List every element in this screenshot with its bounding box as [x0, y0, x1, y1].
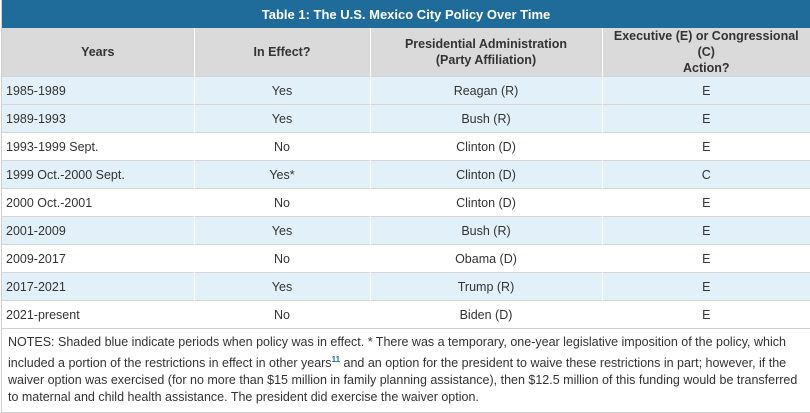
cell-action: E: [602, 244, 810, 273]
cell-action: E: [602, 76, 810, 105]
table-row: 1999 Oct.-2000 Sept. Yes* Clinton (D) C: [2, 160, 810, 189]
header-years: Years: [2, 28, 195, 77]
header-action-label: Executive (E) or Congressional (C) Action…: [613, 29, 799, 75]
table-row: 2001-2009 Yes Bush (R) E: [2, 216, 810, 245]
notes-text-part1: NOTES: Shaded blue indicate periods when…: [8, 335, 786, 371]
cell-administration: Bush (R): [370, 104, 603, 133]
footnote-link[interactable]: 11: [331, 355, 341, 364]
cell-years: 2017-2021: [2, 272, 195, 301]
cell-administration: Clinton (D): [370, 132, 603, 161]
cell-years: 2009-2017: [2, 244, 195, 273]
cell-administration: Biden (D): [370, 300, 603, 328]
cell-administration: Trump (R): [370, 272, 603, 301]
table-row: 2021-present No Biden (D) E: [2, 300, 810, 328]
table-body: 1985-1989 Yes Reagan (R) E 1989-1993 Yes Bush …: [2, 76, 810, 328]
header-action: Executive (E) or Congressional (C) Action…: [602, 28, 810, 77]
cell-years: 1993-1999 Sept.: [2, 132, 195, 161]
header-administration: Presidential Administration (Party Affili…: [370, 28, 603, 77]
cell-administration: Reagan (R): [370, 76, 603, 105]
cell-in-effect: No: [194, 300, 371, 328]
cell-in-effect: Yes: [194, 76, 371, 105]
cell-administration: Obama (D): [370, 244, 603, 273]
cell-action: C: [602, 160, 810, 189]
table-row: 1989-1993 Yes Bush (R) E: [2, 104, 810, 133]
cell-years: 1985-1989: [2, 76, 195, 105]
cell-years: 1999 Oct.-2000 Sept.: [2, 160, 195, 189]
cell-in-effect: No: [194, 132, 371, 161]
table-notes: NOTES: Shaded blue indicate periods when…: [2, 328, 810, 412]
cell-action: E: [602, 216, 810, 245]
cell-in-effect: Yes*: [194, 160, 371, 189]
table-row: 1993-1999 Sept. No Clinton (D) E: [2, 132, 810, 161]
header-administration-label: Presidential Administration (Party Affili…: [404, 37, 568, 67]
cell-administration: Clinton (D): [370, 160, 603, 189]
cell-years: 2021-present: [2, 300, 195, 328]
cell-in-effect: Yes: [194, 272, 371, 301]
header-in-effect: In Effect?: [194, 28, 371, 77]
cell-years: 2001-2009: [2, 216, 195, 245]
cell-administration: Clinton (D): [370, 188, 603, 217]
cell-years: 2000 Oct.-2001: [2, 188, 195, 217]
table-row: 2017-2021 Yes Trump (R) E: [2, 272, 810, 301]
cell-in-effect: No: [194, 244, 371, 273]
cell-action: E: [602, 300, 810, 328]
cell-action: E: [602, 104, 810, 133]
cell-in-effect: No: [194, 188, 371, 217]
header-row: Years In Effect? Presidential Administra…: [2, 28, 810, 77]
cell-in-effect: Yes: [194, 216, 371, 245]
cell-action: E: [602, 272, 810, 301]
table-row: 1985-1989 Yes Reagan (R) E: [2, 76, 810, 105]
policy-table: Years In Effect? Presidential Administra…: [2, 28, 810, 328]
cell-in-effect: Yes: [194, 104, 371, 133]
notes-text-part2: and an option for the president to waive…: [8, 356, 798, 405]
table-title: Table 1: The U.S. Mexico City Policy Ove…: [2, 0, 810, 28]
cell-action: E: [602, 188, 810, 217]
cell-action: E: [602, 132, 810, 161]
cell-administration: Bush (R): [370, 216, 603, 245]
table-row: 2000 Oct.-2001 No Clinton (D) E: [2, 188, 810, 217]
table-row: 2009-2017 No Obama (D) E: [2, 244, 810, 273]
cell-years: 1989-1993: [2, 104, 195, 133]
